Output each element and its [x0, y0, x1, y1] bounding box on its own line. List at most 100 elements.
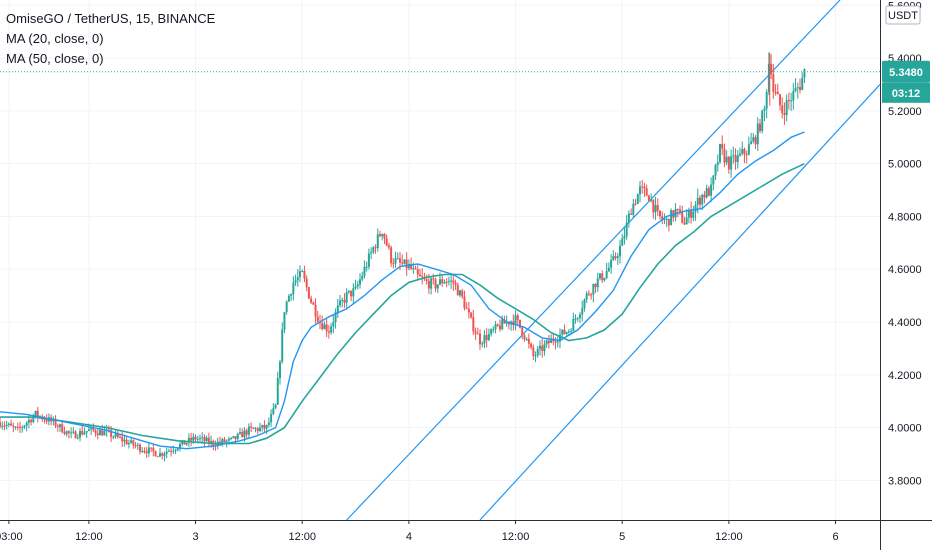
candle-body	[136, 444, 139, 446]
candle-body	[427, 280, 430, 289]
y-tick-label: 3.8000	[888, 475, 922, 487]
candle-body	[103, 431, 106, 436]
symbol-title[interactable]: OmiseGO / TetherUS, 15, BINANCE	[6, 11, 216, 26]
x-tick-label: 12:00	[715, 531, 743, 543]
y-tick-label: 5.2000	[888, 106, 922, 118]
candle-body	[196, 438, 199, 440]
candle-body	[32, 416, 35, 423]
candle-body	[579, 314, 581, 318]
x-tick-label: 12:00	[75, 531, 103, 543]
candle-body	[365, 266, 368, 268]
candle-body	[247, 426, 250, 435]
candle-body	[661, 216, 664, 220]
candle-body	[341, 299, 344, 301]
candle-body	[67, 431, 70, 434]
candle-body	[321, 323, 324, 330]
candle-body	[592, 283, 595, 295]
candle-body	[90, 427, 93, 430]
candle-body	[223, 439, 226, 443]
candle-body	[479, 333, 481, 345]
candle-body	[290, 294, 293, 296]
ma20-label[interactable]: MA (20, close, 0)	[6, 31, 104, 46]
candle-body	[187, 437, 190, 443]
ma50-label[interactable]: MA (50, close, 0)	[6, 51, 104, 66]
candle-body	[225, 440, 228, 443]
candle-body	[412, 268, 415, 270]
candle-body	[739, 153, 741, 156]
candle-body	[74, 431, 77, 439]
candle-body	[345, 292, 348, 303]
candle-body	[396, 258, 399, 260]
candle-body	[23, 425, 26, 428]
candle-body	[683, 222, 686, 225]
candle-body	[181, 440, 184, 444]
candle-body	[207, 437, 210, 444]
candle-body	[205, 437, 208, 442]
candle-body	[623, 236, 626, 239]
candle-body	[796, 87, 799, 89]
ma50-line	[0, 162, 805, 445]
candle-body	[10, 423, 13, 426]
candle-body	[445, 281, 448, 283]
candle-body	[267, 422, 270, 426]
candle-body	[527, 338, 530, 344]
candle-body	[770, 63, 773, 75]
candle-body	[727, 156, 730, 170]
candle-body	[101, 430, 104, 436]
candle-body	[334, 312, 337, 322]
candle-body	[387, 245, 390, 248]
candle-body	[447, 281, 450, 283]
candle-body	[392, 263, 395, 265]
trend-channel[interactable]	[346, 0, 881, 521]
price-badges: 5.3480 03:12 USDT	[882, 5, 930, 103]
candle-body	[390, 247, 393, 264]
candle-body	[85, 431, 88, 433]
candle-body	[127, 442, 130, 445]
candle-body	[485, 335, 488, 341]
candle-body	[239, 431, 241, 434]
candle-body	[16, 426, 19, 428]
candle-body	[799, 87, 801, 90]
candle-body	[183, 440, 186, 445]
candle-body	[472, 317, 475, 332]
candle-body	[501, 319, 504, 330]
candle-body	[281, 329, 284, 362]
candle-body	[776, 91, 779, 95]
candle-body	[616, 256, 619, 259]
candle-body	[525, 338, 528, 340]
candle-body	[401, 262, 404, 264]
candle-body	[343, 299, 346, 303]
candle-body	[201, 437, 204, 439]
candle-body	[134, 445, 137, 447]
candle-body	[310, 298, 313, 303]
candle-body	[516, 315, 519, 320]
candle-body	[539, 345, 541, 349]
x-tick-label: 12:00	[502, 531, 530, 543]
candle-body	[145, 451, 148, 454]
candle-body	[232, 436, 235, 438]
candle-body	[681, 211, 684, 223]
candle-body	[254, 428, 257, 430]
candle-body	[372, 247, 375, 253]
candle-body	[652, 199, 655, 213]
candle-body	[323, 324, 326, 330]
candle-body	[374, 247, 377, 249]
candle-body	[347, 290, 350, 293]
candle-body	[643, 186, 646, 189]
candle-body	[627, 213, 630, 223]
candle-body	[350, 290, 353, 297]
candle-body	[745, 154, 748, 156]
candle-body	[732, 155, 735, 157]
candle-body	[612, 256, 615, 260]
candle-body	[385, 238, 388, 246]
candle-body	[441, 279, 444, 284]
candle-body	[494, 324, 497, 330]
y-tick-label: 4.8000	[888, 211, 922, 223]
x-tick-label: 6	[832, 531, 838, 543]
candle-body	[456, 284, 459, 296]
candle-body	[399, 258, 401, 263]
candle-body	[741, 149, 744, 154]
candle-body	[230, 437, 233, 439]
